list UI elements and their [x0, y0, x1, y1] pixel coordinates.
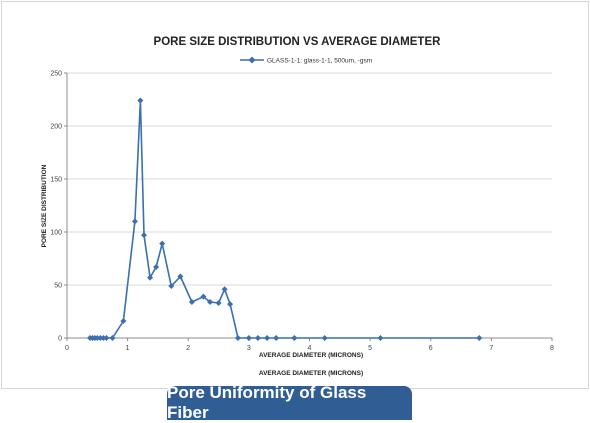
data-point [215, 300, 222, 307]
axes [64, 72, 553, 341]
y-tick-label: 200 [50, 124, 62, 131]
x-tick-label: 6 [429, 345, 433, 352]
caption-text: Pore Uniformity of Glass Fiber [167, 383, 367, 422]
data-point [476, 335, 483, 341]
data-point [168, 283, 175, 290]
data-point [273, 335, 280, 341]
data-point [131, 218, 138, 225]
data-point [245, 335, 252, 341]
x-tick-label: 5 [368, 345, 372, 352]
tick-labels: 0 50 100 150 200 250 0 1 2 3 4 5 6 7 8 [50, 71, 554, 353]
data-point [100, 335, 107, 341]
y-tick-label: 150 [50, 177, 62, 184]
caption-banner: Pore Uniformity of Glass Fiber [167, 383, 412, 422]
x-tick-label: 2 [186, 345, 190, 352]
data-point [254, 335, 261, 341]
legend: GLASS-1-1: glass-1-1, 500um, -gsm [240, 56, 372, 65]
data-point [153, 263, 160, 270]
data-point [207, 298, 214, 305]
data-point [120, 318, 127, 325]
data-point [291, 335, 298, 341]
legend-label: GLASS-1-1: glass-1-1, 500um, -gsm [267, 58, 372, 65]
data-point [137, 97, 144, 104]
data-point [234, 335, 241, 341]
y-tick-label: 100 [50, 230, 62, 237]
data-point [177, 273, 184, 280]
legend-marker [248, 56, 256, 64]
data-point [94, 335, 101, 341]
x-axis-label: AVERAGE DIAMETER (MICRONS) [259, 352, 363, 359]
y-tick-label: 50 [54, 283, 62, 290]
data-point [188, 298, 195, 305]
data-point [200, 293, 207, 300]
y-axis-label: PORE SIZE DISTRIBUTION [41, 164, 48, 247]
chart-title: PORE SIZE DISTRIBUTION VS AVERAGE DIAMET… [154, 36, 442, 48]
data-point [377, 335, 384, 341]
data-point [159, 240, 166, 247]
data-point [227, 301, 234, 308]
data-point [140, 232, 147, 239]
data-point [147, 274, 154, 281]
x-tick-label: 4 [308, 345, 312, 352]
series-line [90, 99, 480, 339]
data-point [103, 335, 110, 341]
data-point [264, 335, 271, 341]
data-point [97, 335, 104, 341]
chart-svg: PORE SIZE DISTRIBUTION VS AVERAGE DIAMET… [41, 36, 554, 377]
x-axis-label-secondary: AVERAGE DIAMETER (MICRONS) [259, 370, 363, 377]
x-tick-label: 3 [247, 345, 251, 352]
x-tick-label: 1 [126, 345, 130, 352]
y-tick-label: 0 [58, 336, 62, 343]
data-point [321, 335, 328, 341]
chart-frame: PORE SIZE DISTRIBUTION VS AVERAGE DIAMET… [1, 1, 589, 389]
x-tick-label: 0 [65, 345, 69, 352]
grid [67, 72, 552, 286]
data-point [109, 335, 116, 341]
data-point [221, 286, 228, 293]
series [87, 97, 483, 341]
x-tick-label: 8 [550, 345, 554, 352]
x-tick-label: 7 [489, 345, 493, 352]
y-tick-label: 250 [50, 71, 62, 78]
